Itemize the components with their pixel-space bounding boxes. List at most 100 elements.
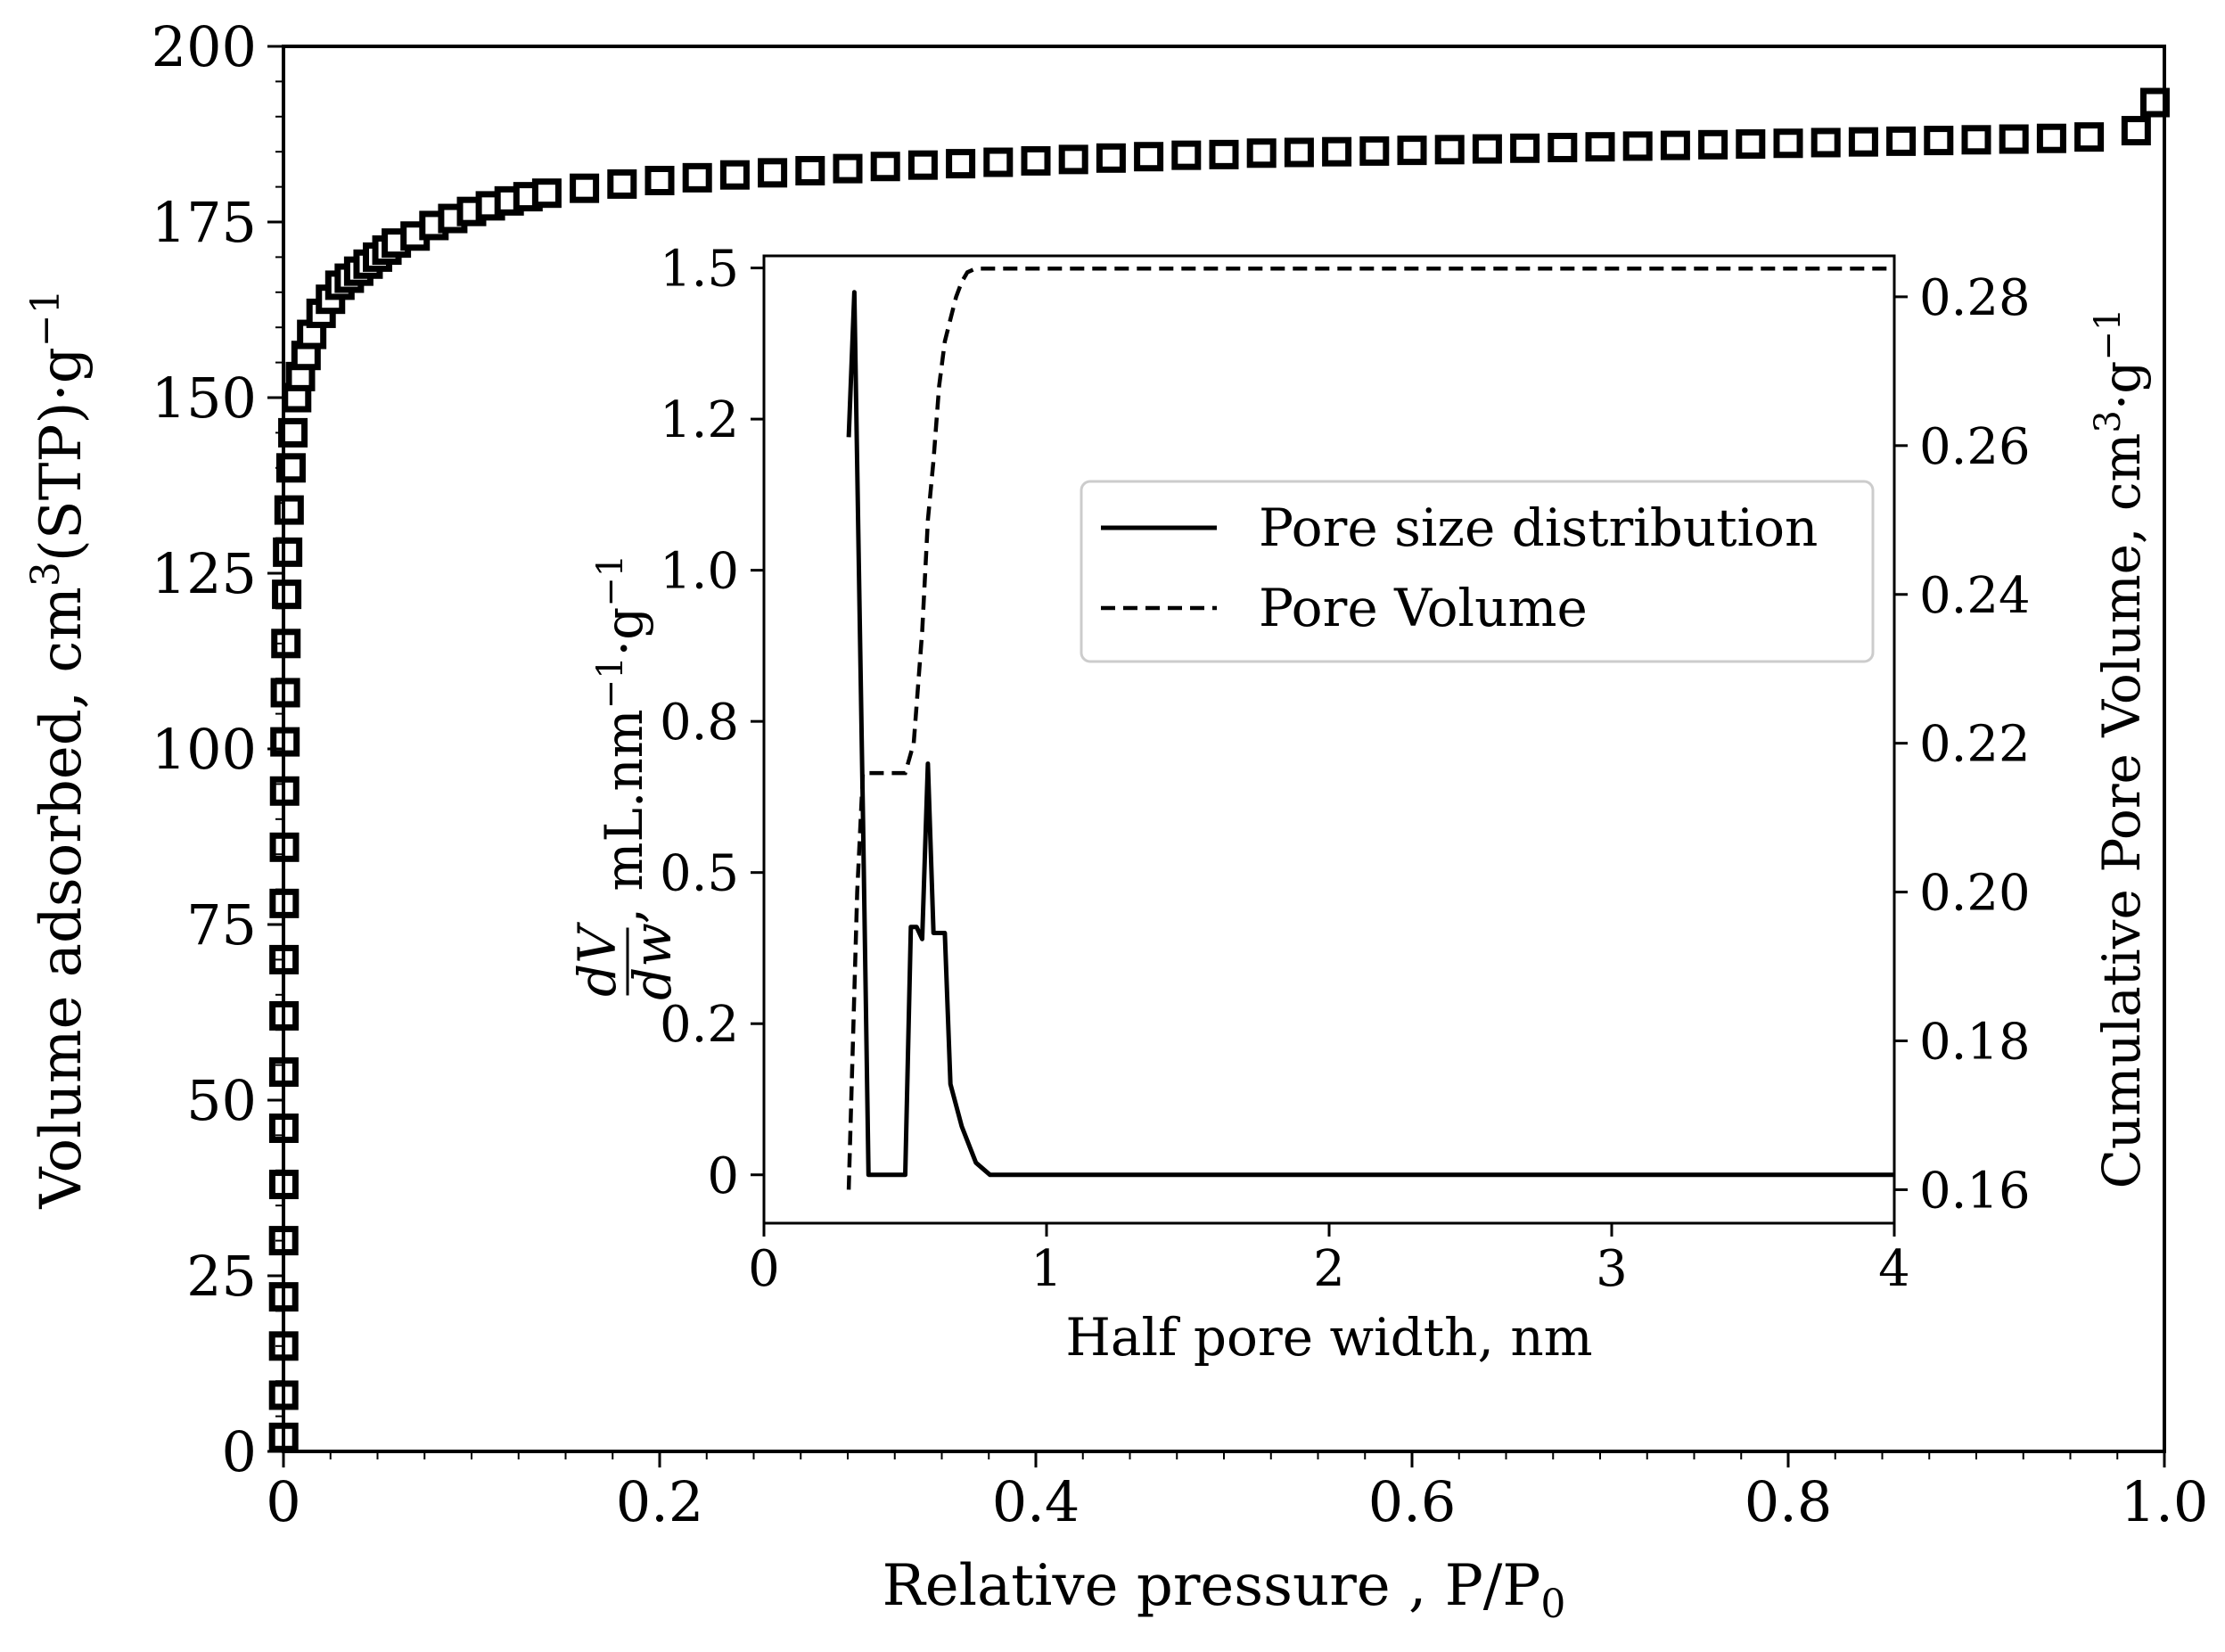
inset-x-tick-label: 0	[748, 1240, 780, 1298]
isotherm-point	[1736, 129, 1766, 160]
pore-volume-line	[846, 266, 1894, 1190]
inset-left-y-axis-label: dV dw , mL.nm−1·g−1	[567, 555, 683, 1000]
main-y-tick-label: 0	[222, 1419, 257, 1484]
isotherm-point	[570, 173, 600, 203]
isotherm-point	[907, 150, 938, 180]
isotherm-point	[1924, 126, 1954, 156]
inset-right-y-tick-label: 0.28	[1919, 269, 2031, 327]
inset-right-y-axis: 0.16 0.18 0.20 0.22 0.24 0.26 0.28	[1894, 269, 2031, 1220]
isotherm-markers	[268, 87, 2170, 1452]
isotherm-point	[983, 147, 1014, 177]
isotherm-point	[1510, 133, 1540, 163]
isotherm-point	[1622, 131, 1653, 161]
isotherm-point	[1359, 136, 1390, 166]
isotherm-point	[833, 153, 863, 184]
inset-x-axis: 0 1 2 3 4	[748, 1223, 1910, 1298]
main-y-axis: 0 25 50 75 100 125 150 175 200	[152, 14, 283, 1484]
main-x-tick-label: 0.6	[1368, 1469, 1457, 1534]
isotherm-point	[719, 160, 750, 190]
inset-right-y-tick-label: 0.24	[1919, 567, 2031, 625]
isotherm-point	[270, 678, 300, 708]
isotherm-point	[1472, 134, 1502, 164]
main-x-tick-label: 0.2	[616, 1469, 704, 1534]
inset-right-y-tick-label: 0.20	[1919, 865, 2031, 923]
isotherm-point	[1284, 137, 1314, 168]
isotherm-point	[1209, 139, 1239, 169]
isotherm-point	[1246, 138, 1277, 168]
isotherm-point	[758, 158, 788, 188]
main-y-tick-label: 100	[152, 717, 257, 782]
isotherm-point	[274, 495, 304, 525]
main-x-tick-label: 1.0	[2121, 1469, 2209, 1534]
inset-x-axis-label: Half pore width, nm	[1065, 1307, 1592, 1368]
isotherm-point	[272, 579, 302, 610]
isotherm-point	[870, 152, 900, 182]
main-y-tick-label: 125	[152, 541, 257, 606]
inset-left-y-tick-label: 0.5	[660, 845, 739, 903]
inset-background	[764, 256, 1894, 1223]
main-chart: 0 0.2 0.4 0.6 0.8 1.0 0255075100125150175200 …	[23, 14, 2208, 1627]
isotherm-point	[1848, 127, 1878, 157]
isotherm-point	[531, 178, 562, 209]
isotherm-point	[1096, 143, 1126, 173]
inset-x-tick-label: 1	[1030, 1240, 1063, 1298]
isotherm-point	[645, 166, 675, 196]
main-x-tick-label: 0.4	[992, 1469, 1080, 1534]
isotherm-point	[1961, 125, 1991, 155]
isotherm-point	[2074, 122, 2105, 152]
isotherm-point	[795, 155, 825, 185]
inset-left-y-tick-label: 1.5	[660, 241, 739, 299]
main-y-axis-label: Volume adsorbed, cm3(STP)·g−1	[23, 289, 94, 1209]
inset-right-y-axis-label: Cumulative Pore Volume, cm3·g−1	[2088, 308, 2152, 1189]
isotherm-point	[1434, 135, 1465, 165]
isotherm-point	[1134, 142, 1164, 172]
inset-left-y-tick-label: 0	[707, 1147, 739, 1205]
main-x-tick-label: 0.8	[1745, 1469, 1833, 1534]
isotherm-point	[2036, 123, 2066, 153]
isotherm-point	[1585, 132, 1615, 162]
isotherm-point	[1171, 140, 1202, 170]
inset-right-y-tick-label: 0.26	[1919, 418, 2031, 476]
isotherm-point	[607, 168, 637, 199]
main-y-tick-label: 175	[152, 190, 257, 255]
inset-left-y-tick-label: 1.2	[660, 391, 739, 449]
isotherm-point	[1999, 124, 2029, 154]
inset-left-y-tick-label: 1.0	[660, 543, 739, 601]
isotherm-point	[1322, 136, 1352, 167]
main-y-tick-label: 50	[186, 1068, 257, 1133]
isotherm-point	[1886, 126, 1917, 156]
isotherm-point	[271, 629, 301, 659]
main-x-tick-label: 0	[266, 1469, 300, 1534]
isotherm-point	[1698, 129, 1728, 160]
inset-left-y-units: , mL.nm−1·g−1	[590, 555, 654, 925]
isotherm-point	[1773, 128, 1803, 159]
main-x-axis-label: Relative pressure , P/P0	[883, 1553, 1566, 1627]
isotherm-point	[1660, 130, 1690, 160]
inset-left-y-tick-label: 0.8	[660, 694, 739, 752]
main-y-tick-label: 75	[186, 892, 257, 958]
dw-denominator: dw	[622, 923, 683, 1000]
inset-left-y-tick-label: 0.2	[660, 996, 739, 1054]
inset-x-tick-label: 4	[1878, 1240, 1910, 1298]
legend-box	[1080, 480, 1875, 663]
isotherm-point	[1058, 144, 1088, 175]
main-y-tick-label: 150	[152, 366, 257, 431]
inset-x-tick-label: 2	[1313, 1240, 1345, 1298]
inset-left-y-axis: 0 0.2 0.5 0.8 1.0 1.2 1.5	[660, 241, 764, 1205]
legend-pore-size-distribution: Pore size distribution	[1259, 497, 1818, 558]
isotherm-point	[2121, 116, 2151, 146]
main-y-tick-label: 200	[152, 14, 257, 79]
main-x-axis: 0 0.2 0.4 0.6 0.8 1.0	[266, 1451, 2208, 1534]
legend-pore-volume: Pore Volume	[1259, 578, 1588, 638]
dv-numerator: dV	[567, 922, 628, 997]
inset-x-tick-label: 3	[1596, 1240, 1628, 1298]
inset-right-y-tick-label: 0.18	[1919, 1014, 2031, 1072]
inset-right-y-tick-label: 0.16	[1919, 1162, 2031, 1220]
inset-right-y-tick-label: 0.22	[1919, 716, 2031, 774]
isotherm-point	[1021, 145, 1051, 176]
pore-size-distribution-line	[846, 290, 1894, 1178]
inset-legend: Pore size distribution Pore Volume	[1080, 480, 1875, 663]
main-y-tick-label: 25	[186, 1244, 257, 1309]
